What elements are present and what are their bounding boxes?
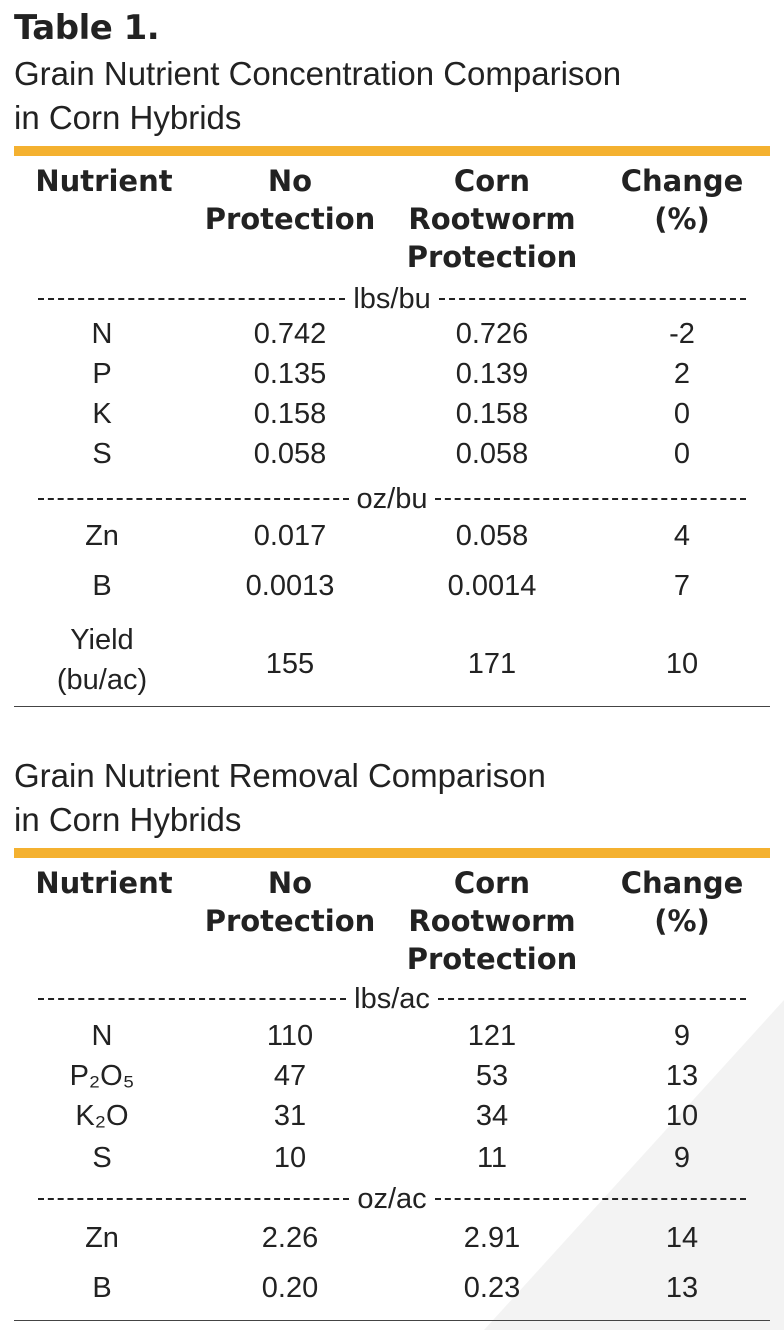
- value-cell: 0: [673, 438, 691, 470]
- column-header: No Protection: [204, 164, 376, 236]
- nutrient-cell: P: [92, 358, 112, 390]
- value-cell: -2: [669, 318, 695, 350]
- nutrient-cell: K: [92, 398, 112, 430]
- value-cell: 10: [273, 1142, 307, 1174]
- value-cell: 47: [273, 1060, 307, 1092]
- value-cell: 0.742: [253, 318, 327, 350]
- removal-top-accent-bar: [14, 848, 770, 858]
- nutrient-cell: K₂O: [75, 1100, 129, 1132]
- concentration-title-line2: in Corn Hybrids: [14, 99, 242, 136]
- value-cell: 110: [266, 1020, 314, 1052]
- nutrient-cell: S: [92, 438, 112, 470]
- concentration-bottom-rule: [14, 706, 770, 707]
- value-cell: 0.0014: [447, 570, 537, 602]
- column-header: Corn Rootworm Protection: [406, 164, 578, 274]
- dashed-rule: [438, 298, 747, 300]
- value-cell: 14: [665, 1222, 699, 1254]
- value-cell: 2.26: [261, 1222, 319, 1254]
- value-cell: 0.058: [455, 520, 529, 552]
- value-cell: 121: [467, 1020, 517, 1052]
- removal-title-line2: in Corn Hybrids: [14, 801, 242, 838]
- dashed-rule: [38, 1198, 350, 1200]
- concentration-top-accent-bar: [14, 146, 770, 156]
- unit-label: lbs/bu: [353, 282, 431, 315]
- value-cell: 13: [665, 1272, 699, 1304]
- nutrient-cell: S: [92, 1142, 112, 1174]
- value-cell: 0.158: [253, 398, 327, 430]
- yield-value-cell: 10: [665, 648, 699, 680]
- nutrient-cell: B: [92, 570, 112, 602]
- unit-label: oz/bu: [356, 482, 428, 515]
- column-header: Corn Rootworm Protection: [406, 866, 578, 976]
- value-cell: 2: [673, 358, 691, 390]
- value-cell: 2.91: [463, 1222, 521, 1254]
- column-header: Nutrient: [35, 164, 173, 198]
- concentration-title-line1: Grain Nutrient Concentration Comparison: [14, 55, 622, 92]
- value-cell: 7: [673, 570, 691, 602]
- value-cell: 0: [673, 398, 691, 430]
- value-cell: 0.058: [253, 438, 327, 470]
- value-cell: 0.20: [261, 1272, 319, 1304]
- yield-label: Yield (bu/ac): [56, 624, 148, 696]
- value-cell: 4: [673, 520, 691, 552]
- dashed-rule: [38, 998, 347, 1000]
- unit-label: lbs/ac: [354, 982, 430, 1015]
- value-cell: 0.0013: [245, 570, 335, 602]
- value-cell: 0.23: [463, 1272, 521, 1304]
- unit-row-oz-bu: oz/bu: [30, 482, 754, 516]
- value-cell: 13: [665, 1060, 699, 1092]
- value-cell: 9: [673, 1020, 691, 1052]
- unit-label: oz/ac: [357, 1182, 427, 1215]
- background-diagonal-shade: [484, 1000, 784, 1330]
- value-cell: 31: [273, 1100, 307, 1132]
- dashed-rule: [437, 998, 747, 1000]
- column-header: Nutrient: [35, 866, 173, 900]
- value-cell: 0.139: [455, 358, 529, 390]
- nutrient-cell: N: [91, 318, 113, 350]
- dashed-rule: [38, 298, 346, 300]
- unit-row-lbs-bu: lbs/bu: [30, 282, 754, 316]
- nutrient-cell: N: [91, 1020, 113, 1052]
- value-cell: 9: [673, 1142, 691, 1174]
- unit-row-oz-ac: oz/ac: [30, 1182, 754, 1216]
- nutrient-cell: Zn: [85, 1222, 119, 1254]
- value-cell: 0.017: [253, 520, 327, 552]
- nutrient-cell: B: [92, 1272, 112, 1304]
- dashed-rule: [434, 1198, 747, 1200]
- yield-value-cell: 171: [467, 648, 517, 680]
- yield-value-cell: 155: [265, 648, 315, 680]
- value-cell: 11: [476, 1142, 508, 1174]
- nutrient-cell: Zn: [85, 520, 119, 552]
- removal-title-line1: Grain Nutrient Removal Comparison: [14, 757, 546, 794]
- value-cell: 0.058: [455, 438, 529, 470]
- value-cell: 0.726: [455, 318, 529, 350]
- value-cell: 53: [475, 1060, 509, 1092]
- value-cell: 0.158: [455, 398, 529, 430]
- value-cell: 10: [665, 1100, 699, 1132]
- value-cell: 0.135: [253, 358, 327, 390]
- column-header: Change (%): [620, 866, 744, 938]
- dashed-rule: [435, 498, 747, 500]
- value-cell: 34: [475, 1100, 509, 1132]
- unit-row-lbs-ac: lbs/ac: [30, 982, 754, 1016]
- removal-bottom-rule: [14, 1320, 770, 1321]
- column-header: No Protection: [204, 866, 376, 938]
- nutrient-cell: P₂O₅: [69, 1060, 135, 1092]
- column-header: Change (%): [620, 164, 744, 236]
- dashed-rule: [38, 498, 349, 500]
- table-label: Table 1.: [14, 8, 160, 48]
